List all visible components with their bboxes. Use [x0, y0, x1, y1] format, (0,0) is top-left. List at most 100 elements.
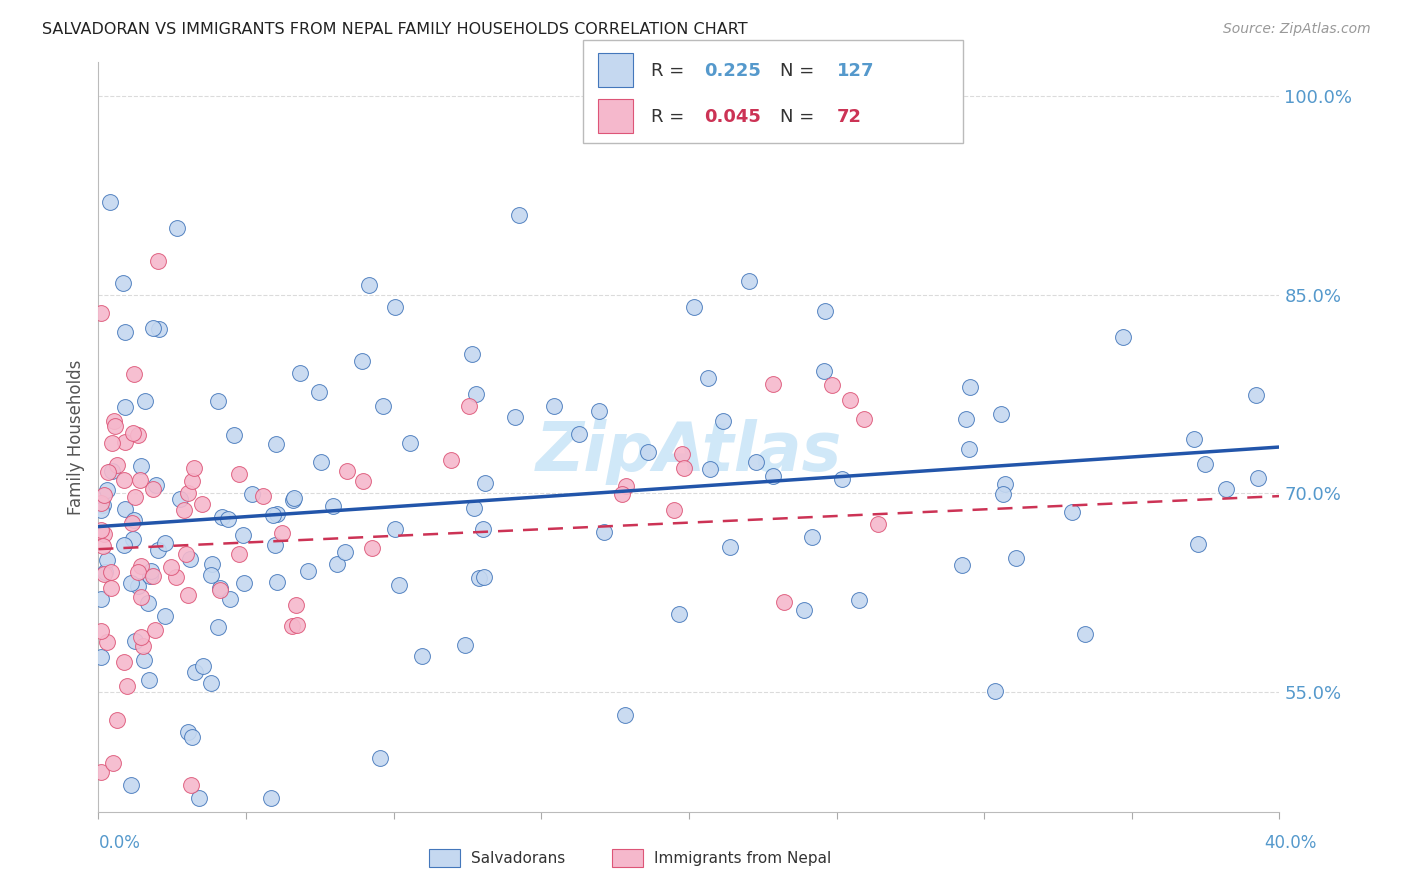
Point: [181, 475, 204, 489]
Point: [613, 707, 636, 722]
Point: [955, 412, 977, 426]
Point: [122, 367, 145, 381]
Text: Immigrants from Nepal: Immigrants from Nepal: [654, 851, 831, 865]
Point: [101, 756, 124, 771]
Point: [180, 778, 202, 792]
Point: [222, 428, 245, 442]
Point: [96, 553, 118, 567]
Point: [129, 459, 152, 474]
Y-axis label: Family Households: Family Households: [66, 359, 84, 515]
Point: [336, 464, 359, 478]
Point: [357, 278, 380, 293]
Point: [994, 477, 1017, 491]
Point: [169, 492, 191, 507]
Point: [93, 526, 115, 541]
Point: [96, 483, 118, 498]
Point: [682, 300, 704, 314]
Point: [209, 581, 232, 595]
Point: [111, 276, 134, 290]
Point: [831, 472, 853, 486]
Point: [93, 567, 115, 582]
Point: [388, 577, 411, 591]
Point: [90, 649, 112, 664]
Point: [474, 476, 496, 491]
Point: [593, 524, 616, 539]
Point: [1182, 432, 1205, 446]
Text: 72: 72: [837, 108, 862, 126]
Point: [259, 791, 281, 805]
Point: [637, 444, 659, 458]
Point: [1247, 471, 1270, 485]
Point: [699, 462, 721, 476]
Point: [568, 427, 591, 442]
Point: [264, 437, 287, 451]
Point: [465, 387, 488, 401]
Point: [309, 454, 332, 468]
Point: [120, 778, 142, 792]
Point: [814, 303, 837, 318]
Point: [101, 464, 124, 478]
Point: [132, 639, 155, 653]
Text: 0.225: 0.225: [704, 62, 761, 80]
Point: [454, 638, 477, 652]
Point: [127, 565, 149, 579]
Point: [90, 764, 112, 779]
Point: [179, 552, 201, 566]
Point: [350, 354, 373, 368]
Point: [371, 399, 394, 413]
Point: [120, 575, 142, 590]
Point: [166, 569, 188, 583]
Point: [232, 528, 254, 542]
Point: [114, 435, 136, 450]
Point: [252, 489, 274, 503]
Point: [240, 486, 263, 500]
Point: [148, 322, 170, 336]
Point: [103, 414, 125, 428]
Point: [671, 447, 693, 461]
Point: [399, 436, 422, 450]
Point: [134, 394, 156, 409]
Point: [471, 522, 494, 536]
Point: [772, 595, 794, 609]
Point: [266, 574, 288, 589]
Point: [146, 254, 169, 268]
Text: N =: N =: [780, 62, 820, 80]
Point: [228, 547, 250, 561]
Point: [115, 679, 138, 693]
Point: [738, 274, 761, 288]
Text: SALVADORAN VS IMMIGRANTS FROM NEPAL FAMILY HOUSEHOLDS CORRELATION CHART: SALVADORAN VS IMMIGRANTS FROM NEPAL FAMI…: [42, 22, 748, 37]
Point: [588, 404, 610, 418]
Point: [762, 468, 785, 483]
Point: [134, 653, 156, 667]
Point: [146, 543, 169, 558]
Point: [93, 565, 115, 579]
Point: [129, 630, 152, 644]
Point: [326, 557, 349, 571]
Point: [990, 407, 1012, 421]
Point: [1244, 388, 1267, 402]
Point: [105, 458, 128, 473]
Point: [139, 564, 162, 578]
Point: [762, 376, 785, 391]
Point: [112, 474, 135, 488]
Text: ZipAtlas: ZipAtlas: [536, 419, 842, 485]
Point: [368, 751, 391, 765]
Point: [153, 608, 176, 623]
Point: [176, 588, 198, 602]
Point: [184, 665, 207, 679]
Point: [852, 412, 875, 426]
Point: [112, 538, 135, 552]
Point: [129, 558, 152, 573]
Point: [1112, 330, 1135, 344]
Point: [114, 501, 136, 516]
Point: [90, 503, 112, 517]
Point: [124, 633, 146, 648]
Point: [138, 596, 160, 610]
Point: [360, 541, 382, 555]
Point: [440, 452, 463, 467]
Text: Salvadorans: Salvadorans: [471, 851, 565, 865]
Point: [93, 488, 115, 502]
Point: [983, 684, 1005, 698]
Point: [384, 522, 406, 536]
Point: [209, 583, 232, 598]
